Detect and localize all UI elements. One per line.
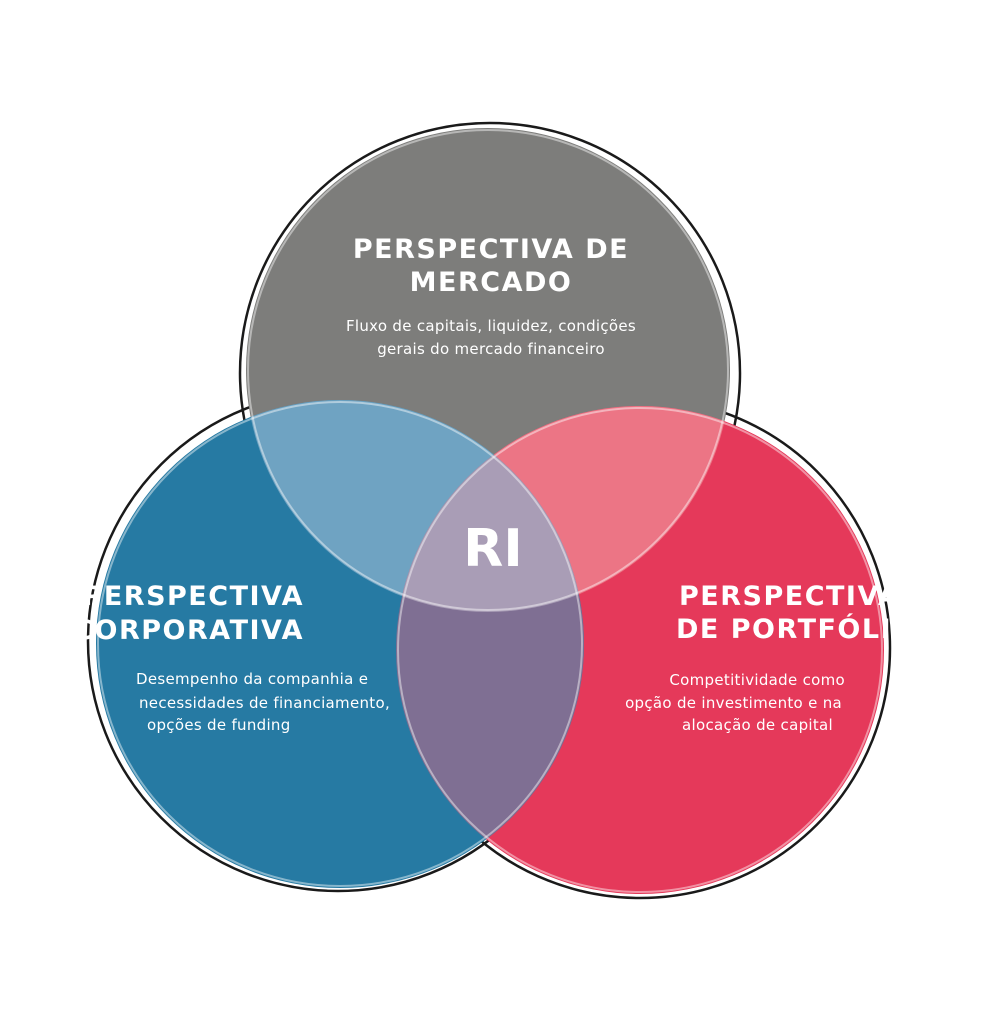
portfolio-title-line1: PERSPECTIVA: [679, 581, 900, 612]
center-overlap: [396, 406, 584, 612]
corporate-title-line1: PERSPECTIVA: [83, 581, 304, 612]
market-desc-line1: Fluxo de capitais, liquidez, condições: [346, 317, 636, 335]
market-title-line1: PERSPECTIVA DE: [353, 234, 629, 265]
market-desc-line2: gerais do mercado financeiro: [377, 340, 605, 358]
corporate-desc-line1: Desempenho da companhia e: [136, 670, 368, 688]
market-inner-edge: [247, 129, 729, 611]
portfolio-desc-line1: Competitividade como: [669, 671, 845, 689]
center-label: RI: [463, 519, 522, 579]
portfolio-title-line2: DE PORTFÓLIO: [676, 613, 917, 645]
corporate-desc-line3: opções de funding: [147, 716, 291, 734]
corporate-title-line2: CORPORATIVA: [73, 615, 304, 646]
market-title-line2: MERCADO: [410, 267, 573, 298]
corporate-inner-edge: [97, 401, 583, 887]
portfolio-inner-edge: [397, 407, 883, 893]
portfolio-desc-line3: alocação de capital: [682, 716, 833, 734]
corporate-desc-line2: necessidades de financiamento,: [139, 694, 390, 712]
portfolio-desc-line2: opção de investimento e na: [625, 694, 842, 712]
